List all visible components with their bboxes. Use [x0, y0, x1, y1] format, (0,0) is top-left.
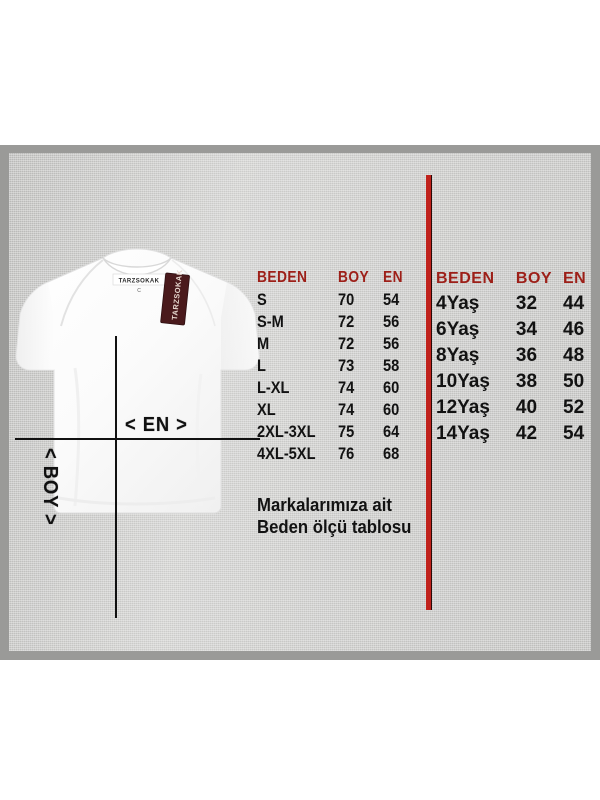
cell-en: 44	[563, 293, 585, 314]
cell-size: S	[257, 290, 267, 309]
table-row: 2XL-3XL 75 64	[257, 421, 422, 443]
tshirt-sleeve-left	[16, 282, 54, 370]
cell-en: 60	[382, 378, 400, 397]
adult-size-table: BEDEN BOY EN S 70 54 S-M 72 56 M 72 56 L 73 58 L-XL 7…	[257, 268, 422, 465]
hang-tag: TARZSOKAK	[160, 269, 190, 326]
size-chart-panel: TARZSOKAK C TARZSOKAK < EN > < BOY >	[0, 145, 600, 660]
col-header-boy: BOY	[337, 269, 369, 286]
width-measure-label: < EN >	[125, 414, 188, 436]
cell-en: 56	[382, 312, 400, 331]
cell-size: 2XL-3XL	[257, 422, 316, 441]
measure-line-vertical	[115, 336, 117, 618]
cell-boy: 73	[337, 356, 354, 375]
table-row: 4XL-5XL 76 68	[257, 443, 422, 465]
table-row: 10Yaş 38 50	[436, 369, 591, 395]
tshirt-fold-2	[195, 373, 203, 507]
cell-size: 6Yaş	[436, 319, 480, 340]
table-row: 12Yaş 40 52	[436, 395, 591, 421]
cell-boy: 72	[337, 312, 354, 331]
cell-boy: 72	[337, 334, 354, 353]
table-row: S-M 72 56	[257, 311, 422, 333]
red-divider	[426, 175, 432, 610]
cell-boy: 75	[337, 422, 354, 441]
table-row: 14Yaş 42 54	[436, 421, 591, 447]
cell-size: 10Yaş	[436, 371, 490, 392]
cell-en: 58	[382, 356, 400, 375]
caption-line-1: Markalarımıza ait	[257, 495, 392, 515]
cell-en: 54	[382, 290, 400, 309]
kids-size-table: BEDEN BOY EN 4Yaş 32 44 6Yaş 34 46 8Yaş 36 48 10Y…	[436, 268, 591, 447]
table-row: S 70 54	[257, 289, 422, 311]
cell-boy: 32	[515, 293, 538, 314]
col-header-beden: BEDEN	[257, 269, 308, 286]
kids-size-table-grid: BEDEN BOY EN 4Yaş 32 44 6Yaş 34 46 8Yaş 36 48 10Y…	[436, 268, 591, 447]
tshirt-sleeve-right	[221, 282, 259, 370]
cell-en: 48	[563, 345, 585, 366]
cell-size: 8Yaş	[436, 345, 480, 366]
length-measure-label: < BOY >	[39, 448, 61, 526]
col-header-boy: BOY	[515, 270, 553, 287]
table-row: M 72 56	[257, 333, 422, 355]
tshirt-seam-left	[60, 259, 104, 327]
cell-boy: 74	[337, 400, 354, 419]
tshirt-seam-right	[171, 259, 216, 327]
table-row: L-XL 74 60	[257, 377, 422, 399]
chart-caption: Markalarımıza ait Beden ölçü tablosu	[257, 495, 434, 539]
table-row: 4Yaş 32 44	[436, 291, 591, 317]
tshirt-svg: TARZSOKAK C TARZSOKAK	[15, 248, 260, 514]
size-chart-canvas: TARZSOKAK C TARZSOKAK < EN > < BOY >	[9, 153, 591, 651]
cell-size: S-M	[257, 312, 284, 331]
measure-line-horizontal	[15, 438, 260, 440]
cell-size: L-XL	[257, 378, 290, 397]
cell-boy: 42	[515, 423, 538, 444]
adult-size-table-grid: BEDEN BOY EN S 70 54 S-M 72 56 M 72 56 L 73 58 L-XL 7…	[257, 268, 422, 465]
caption-line-2: Beden ölçü tablosu	[257, 516, 412, 537]
cell-en: 64	[382, 422, 400, 441]
cell-boy: 36	[515, 345, 538, 366]
cell-boy: 38	[515, 371, 538, 392]
cell-en: 54	[563, 423, 585, 444]
cell-en: 46	[563, 319, 585, 340]
cell-size: 14Yaş	[436, 423, 490, 444]
cell-en: 56	[382, 334, 400, 353]
neck-label-text: TARZSOKAK	[119, 279, 160, 285]
tshirt-illustration: TARZSOKAK C TARZSOKAK < EN > < BOY >	[15, 248, 260, 618]
tshirt-hem	[58, 496, 216, 506]
cell-size: L	[257, 356, 266, 375]
cell-size: M	[257, 334, 270, 353]
cell-en: 60	[382, 400, 400, 419]
table-row: 6Yaş 34 46	[436, 317, 591, 343]
cell-en: 68	[382, 444, 400, 463]
cell-boy: 76	[337, 444, 354, 463]
table-header-row: BEDEN BOY EN	[257, 268, 422, 289]
col-header-en: EN	[563, 270, 587, 287]
cell-boy: 40	[515, 397, 538, 418]
cell-en: 52	[563, 397, 585, 418]
cell-size: 4Yaş	[436, 293, 480, 314]
neck-label-sub: C	[137, 288, 141, 294]
tshirt-fold-1	[73, 367, 81, 507]
col-header-en: EN	[382, 269, 403, 286]
table-row: 8Yaş 36 48	[436, 343, 591, 369]
cell-size: 12Yaş	[436, 397, 490, 418]
cell-size: 4XL-5XL	[257, 444, 316, 463]
table-header-row: BEDEN BOY EN	[436, 268, 591, 291]
cell-size: XL	[257, 400, 276, 419]
tshirt-collar	[102, 257, 172, 276]
cell-en: 50	[563, 371, 585, 392]
table-row: XL 74 60	[257, 399, 422, 421]
cell-boy: 34	[515, 319, 538, 340]
cell-boy: 74	[337, 378, 354, 397]
table-row: L 73 58	[257, 355, 422, 377]
col-header-beden: BEDEN	[436, 270, 495, 287]
cell-boy: 70	[337, 290, 354, 309]
